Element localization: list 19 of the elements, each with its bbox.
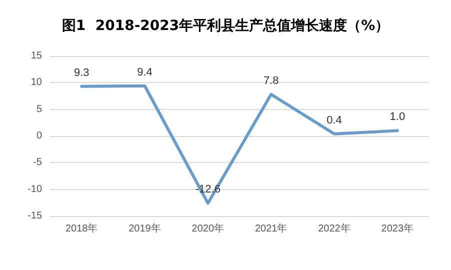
x-tick-label: 2019年: [128, 222, 161, 234]
data-label: 1.0: [390, 111, 406, 124]
data-label: 0.4: [326, 114, 342, 126]
x-tick-label: 2022年: [318, 222, 350, 234]
y-tick-label: 10: [30, 77, 42, 88]
chart-title: 图1 2018-2023年平利县生产总值增长速度（%）: [62, 17, 390, 34]
x-tick-label: 2018年: [65, 222, 98, 234]
data-label: 9.4: [137, 66, 152, 78]
y-tick-label: 15: [30, 50, 42, 62]
x-tick-label: 2021年: [254, 222, 288, 234]
data-label: 7.8: [263, 74, 279, 87]
x-tick-label: 2020年: [192, 222, 224, 234]
y-tick-label: -5: [33, 157, 42, 168]
x-tick-label: 2023年: [381, 222, 414, 234]
y-tick-label: -10: [28, 184, 42, 195]
y-tick-label: -15: [28, 210, 42, 222]
data-label: 9.3: [74, 66, 90, 79]
y-tick-label: 5: [36, 104, 42, 115]
y-tick-label: 0: [36, 130, 42, 142]
